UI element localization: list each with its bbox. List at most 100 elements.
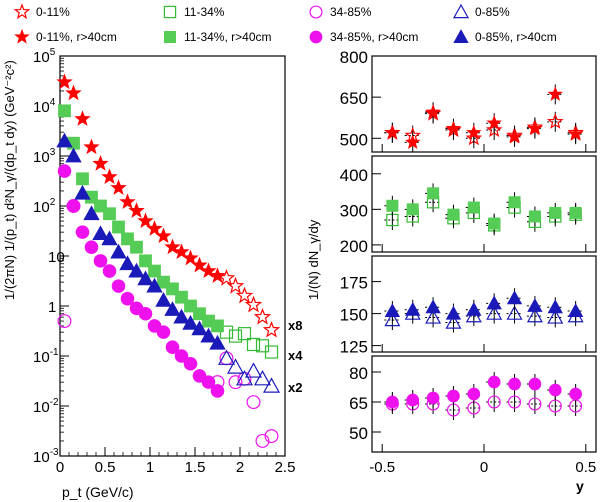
data-point bbox=[253, 307, 272, 325]
data-point bbox=[246, 337, 261, 352]
data-point bbox=[101, 168, 118, 185]
data-point bbox=[58, 104, 71, 118]
data-point bbox=[506, 128, 523, 144]
data-point bbox=[466, 301, 482, 316]
legend-label: 34-85% bbox=[330, 5, 372, 19]
data-point bbox=[447, 389, 460, 403]
data-point bbox=[425, 309, 442, 324]
data-point bbox=[467, 387, 481, 401]
y-tick-label: 50 bbox=[349, 424, 368, 443]
y-tick-label: 10-2 bbox=[33, 397, 59, 416]
data-point bbox=[528, 210, 541, 223]
data-point bbox=[120, 291, 135, 306]
data-point bbox=[426, 391, 440, 405]
legend-marker bbox=[13, 3, 31, 20]
data-point bbox=[253, 370, 272, 386]
data-point bbox=[56, 73, 73, 90]
data-point bbox=[547, 86, 563, 102]
data-point bbox=[547, 299, 563, 314]
data-point bbox=[182, 249, 199, 266]
data-point bbox=[148, 264, 161, 278]
legend-marker bbox=[309, 5, 323, 19]
data-point bbox=[156, 325, 171, 339]
y-tick-label: 65 bbox=[349, 394, 368, 413]
data-point bbox=[200, 262, 217, 279]
data-point bbox=[569, 387, 582, 401]
data-point bbox=[547, 309, 564, 324]
y-tick-label: 1 bbox=[48, 299, 56, 316]
data-point bbox=[506, 290, 523, 305]
data-point bbox=[164, 238, 181, 255]
data-point bbox=[146, 220, 163, 236]
data-point bbox=[57, 314, 72, 329]
data-point bbox=[137, 212, 154, 229]
data-point bbox=[262, 320, 281, 338]
data-point bbox=[486, 295, 502, 310]
data-point bbox=[210, 384, 225, 398]
panel-frame bbox=[371, 255, 597, 353]
scale-factor-label: x2 bbox=[288, 380, 302, 395]
data-point bbox=[110, 179, 127, 195]
legend-label: 34-85%, r>40cm bbox=[330, 30, 418, 44]
data-point bbox=[486, 305, 503, 320]
x-tick-label: 0.5 bbox=[95, 459, 116, 476]
data-point bbox=[527, 298, 543, 312]
legend: 0-11% 11-34% 34-85% 0-85% 0-11%, r>40cm 11-34… bbox=[13, 3, 557, 44]
legend-marker bbox=[14, 28, 30, 44]
x-tick-label: 1 bbox=[146, 459, 154, 476]
data-point bbox=[235, 286, 254, 304]
x-tick-label: 1.5 bbox=[185, 459, 206, 476]
data-point bbox=[155, 227, 172, 244]
data-point bbox=[406, 393, 420, 407]
data-point bbox=[467, 201, 480, 214]
y-tick-label: 10-3 bbox=[33, 447, 59, 466]
data-point bbox=[405, 301, 421, 316]
y-tick-label: 200 bbox=[340, 237, 368, 256]
data-point bbox=[83, 205, 100, 221]
data-point bbox=[112, 220, 125, 234]
data-point bbox=[264, 429, 279, 444]
data-point bbox=[255, 433, 270, 448]
left-chart-pt-spectra: 10-3 10-2 10-1 1 10 102 103 104 105 0 0.5 1 1.5 2 2.5 x… bbox=[2, 47, 303, 500]
data-point bbox=[92, 225, 109, 241]
data-point bbox=[226, 358, 245, 374]
data-point bbox=[211, 319, 224, 333]
x-tick-label: 0 bbox=[480, 459, 488, 476]
data-point bbox=[130, 240, 143, 254]
data-point bbox=[57, 164, 72, 178]
data-point bbox=[128, 262, 145, 278]
data-point bbox=[65, 147, 82, 163]
data-point bbox=[191, 320, 208, 336]
legend-marker bbox=[163, 5, 177, 19]
data-point bbox=[209, 267, 226, 283]
x-tick-label: 2.5 bbox=[275, 459, 296, 476]
data-point bbox=[445, 314, 462, 329]
x-tick-label: -0.5 bbox=[369, 459, 395, 476]
data-point bbox=[101, 230, 118, 246]
x-tick-label: 0.5 bbox=[575, 459, 596, 476]
data-point bbox=[76, 172, 89, 186]
data-point bbox=[445, 120, 462, 136]
legend-marker bbox=[452, 3, 470, 19]
data-point bbox=[548, 399, 562, 413]
data-point bbox=[549, 206, 562, 219]
data-point bbox=[92, 155, 109, 171]
data-point bbox=[191, 256, 208, 273]
legend-label: 11-34%, r>40cm bbox=[184, 30, 272, 44]
data-point bbox=[83, 138, 100, 155]
y-tick-label: 175 bbox=[340, 274, 368, 293]
data-point bbox=[567, 126, 584, 141]
x-tick-label: 2 bbox=[236, 459, 244, 476]
y-tick-label: 103 bbox=[33, 147, 56, 166]
data-point bbox=[139, 254, 152, 268]
y-tick-label: 10 bbox=[48, 249, 65, 266]
y-tick-label: 105 bbox=[33, 47, 56, 66]
legend-label: 0-11% bbox=[36, 5, 70, 19]
y-tick-label: 104 bbox=[33, 97, 56, 116]
data-point bbox=[228, 375, 243, 390]
data-point bbox=[244, 362, 263, 378]
scale-factor-label: x8 bbox=[288, 318, 302, 333]
data-point bbox=[569, 206, 582, 219]
y-tick-label: 800 bbox=[340, 48, 368, 67]
